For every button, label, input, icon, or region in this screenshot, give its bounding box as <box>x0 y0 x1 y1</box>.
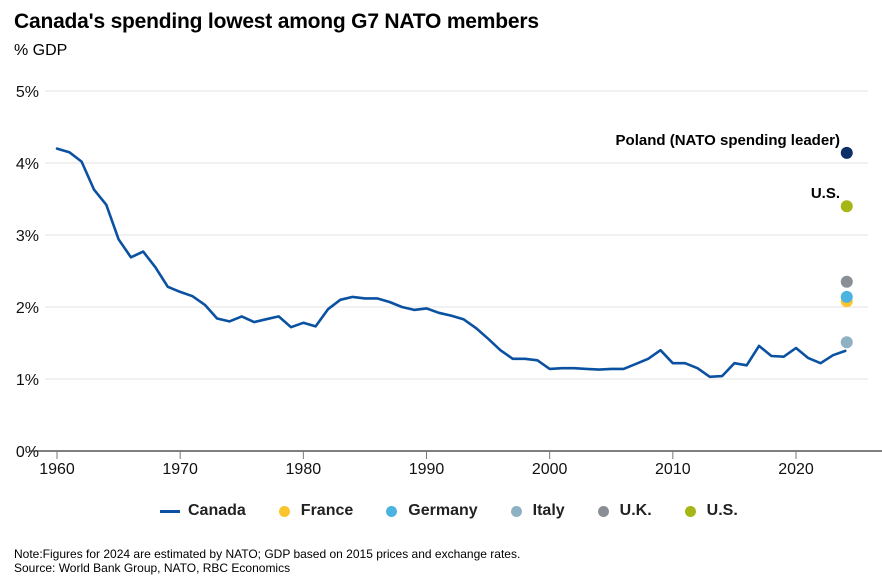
x-axis: 1960 1970 1980 1990 2000 2010 2020 <box>29 450 882 478</box>
x-tick-label: 2010 <box>655 461 691 478</box>
data-point-italy <box>840 336 853 349</box>
source-text: Source: World Bank Group, NATO, RBC Econ… <box>14 561 291 575</box>
data-point-germany <box>840 290 853 303</box>
legend-dot-swatch <box>597 505 609 517</box>
y-tick-label: 5% <box>16 84 39 101</box>
legend-label: U.K. <box>619 502 652 519</box>
legend-dot-swatch <box>510 505 522 517</box>
y-tick-label: 4% <box>16 156 39 173</box>
data-point-uk <box>840 275 853 288</box>
legend-label: Canada <box>188 502 246 519</box>
y-tick-label: 3% <box>16 228 39 245</box>
data-point-us <box>840 200 853 213</box>
x-tick-label: 2000 <box>532 461 568 478</box>
legend-dot-swatch <box>278 505 290 517</box>
y-tick-label: 1% <box>16 372 39 389</box>
legend-label: Germany <box>408 502 478 519</box>
legend-item-germany: Germany <box>380 502 478 520</box>
series-layer <box>55 146 853 379</box>
legend-label: Italy <box>532 502 565 519</box>
legend-label: U.S. <box>706 502 738 519</box>
legend-label: France <box>300 502 354 519</box>
annotations: Poland (NATO spending leader) U.S. <box>616 132 840 202</box>
legend: Canada France Germany Italy U.K. U.S. <box>160 502 765 520</box>
legend-dot-swatch <box>684 505 696 517</box>
legend-item-us: U.S. <box>679 502 738 520</box>
x-tick-label: 1970 <box>162 461 198 478</box>
x-tick-label: 1990 <box>409 461 445 478</box>
x-tick-label: 2020 <box>778 461 814 478</box>
legend-item-uk: U.K. <box>592 502 652 520</box>
x-tick-label: 1980 <box>286 461 322 478</box>
series-line-canada <box>55 147 847 379</box>
annotation-label: U.S. <box>811 185 840 202</box>
legend-item-france: France <box>273 502 353 520</box>
data-point-poland <box>840 146 853 159</box>
chart-title: Canada's spending lowest among G7 NATO m… <box>14 10 539 33</box>
note-text: Note:Figures for 2024 are estimated by N… <box>14 547 521 561</box>
line-chart: 0% 1% 2% 3% 4% 5% 1960 1970 1980 1990 2000 2010 202… <box>16 84 882 478</box>
legend-item-canada: Canada <box>160 502 246 520</box>
legend-dot-swatch <box>386 505 398 517</box>
x-tick-label: 1960 <box>39 461 75 478</box>
legend-line-swatch <box>160 509 180 513</box>
y-tick-label: 0% <box>16 444 39 461</box>
gridlines <box>45 90 868 380</box>
y-tick-label: 2% <box>16 300 39 317</box>
legend-item-italy: Italy <box>505 502 565 520</box>
annotation-label: Poland (NATO spending leader) <box>616 132 840 149</box>
unit-label: % GDP <box>14 42 68 59</box>
y-axis-ticks: 0% 1% 2% 3% 4% 5% <box>16 84 39 461</box>
footnote: Note:Figures for 2024 are estimated by N… <box>14 547 520 575</box>
